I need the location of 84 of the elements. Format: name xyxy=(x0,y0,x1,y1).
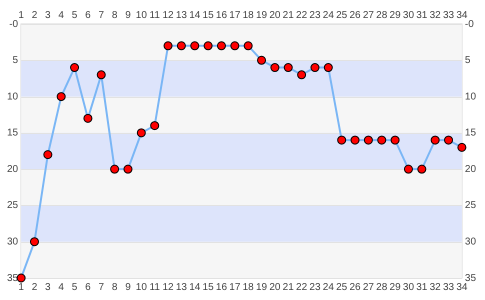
y-tick-label: -0 xyxy=(9,18,19,30)
x-tick-label: 8 xyxy=(112,10,118,21)
x2-tick-label: 10 xyxy=(136,282,148,293)
x-tick-label: 9 xyxy=(125,10,132,21)
x2-tick-label: 15 xyxy=(202,282,214,293)
x-tick-label: 2 xyxy=(32,10,38,21)
x2-tick-label: 25 xyxy=(336,282,348,293)
x2-tick-label: 29 xyxy=(390,282,402,293)
y2-tick-label: -0 xyxy=(464,18,474,30)
x2-tick-label: 6 xyxy=(85,282,92,293)
x2-tick-label: 7 xyxy=(98,282,104,293)
x2-tick-label: 18 xyxy=(242,282,254,293)
x-tick-label: 20 xyxy=(269,10,281,21)
y2-tick-label: 25 xyxy=(464,200,476,212)
x2-tick-label: 19 xyxy=(256,282,268,293)
x-tick-label: 12 xyxy=(162,10,174,21)
x-tick-label: 14 xyxy=(189,10,201,21)
y2-tick-label: 35 xyxy=(464,272,476,284)
x-tick-label: 23 xyxy=(309,10,321,21)
y-tick-label: 10 xyxy=(7,91,19,102)
y2-tick-label: 20 xyxy=(464,164,476,175)
y2-tick-label: 5 xyxy=(464,55,471,66)
x-tick-label: 11 xyxy=(149,10,160,21)
x-tick-label: 21 xyxy=(282,10,294,21)
x-tick-label: 3 xyxy=(45,10,52,21)
y-tick-label: 25 xyxy=(7,200,19,212)
x2-tick-label: 23 xyxy=(309,282,321,293)
x2-tick-label: 5 xyxy=(72,282,78,293)
x2-tick-label: 20 xyxy=(269,282,281,293)
x-tick-label: 34 xyxy=(456,10,468,21)
x2-tick-label: 12 xyxy=(162,282,174,293)
x-tick-label: 15 xyxy=(202,10,214,21)
x2-tick-label: 1 xyxy=(18,282,24,293)
x2-tick-label: 13 xyxy=(176,282,188,293)
x2-tick-label: 9 xyxy=(125,282,132,293)
x-tick-label: 19 xyxy=(256,10,268,21)
y-tick-label: 35 xyxy=(7,272,19,284)
y2-tick-label: 30 xyxy=(464,236,476,248)
x-tick-label: 18 xyxy=(242,10,254,21)
x-tick-label: 5 xyxy=(72,10,78,21)
x-tick-label: 33 xyxy=(442,10,455,21)
x-tick-label: 32 xyxy=(430,10,442,21)
x2-tick-label: 26 xyxy=(349,282,362,293)
x2-tick-label: 17 xyxy=(229,282,241,293)
x2-tick-label: 34 xyxy=(456,282,468,293)
x2-tick-label: 3 xyxy=(45,282,52,293)
x-tick-label: 4 xyxy=(58,10,64,21)
x-tick-label: 28 xyxy=(376,10,388,21)
x2-tick-label: 32 xyxy=(430,282,442,293)
y-tick-label: 30 xyxy=(7,236,19,248)
x2-tick-label: 30 xyxy=(402,282,414,293)
x2-tick-label: 14 xyxy=(189,282,201,293)
y-tick-label: 5 xyxy=(12,55,19,66)
x-tick-label: 30 xyxy=(402,10,414,21)
y2-tick-label: 15 xyxy=(464,128,476,139)
x2-tick-label: 22 xyxy=(296,282,308,293)
x2-tick-label: 16 xyxy=(216,282,228,293)
y2-tick-label: 10 xyxy=(464,91,476,102)
x2-tick-label: 21 xyxy=(282,282,294,293)
x-tick-label: 22 xyxy=(296,10,308,21)
x2-tick-label: 24 xyxy=(322,282,334,293)
x-tick-label: 16 xyxy=(216,10,228,21)
x2-tick-label: 11 xyxy=(149,282,160,293)
y-tick-label: 15 xyxy=(7,128,19,139)
x-tick-label: 29 xyxy=(390,10,402,21)
x-tick-label: 17 xyxy=(229,10,241,21)
x-tick-label: 6 xyxy=(85,10,92,21)
x-tick-label: 10 xyxy=(136,10,148,21)
x-tick-label: 25 xyxy=(336,10,348,21)
x-tick-label: 31 xyxy=(416,10,428,21)
x2-tick-label: 33 xyxy=(442,282,455,293)
x2-tick-label: 8 xyxy=(112,282,118,293)
x-tick-label: 1 xyxy=(18,10,24,21)
x2-tick-label: 31 xyxy=(416,282,428,293)
x-tick-label: 26 xyxy=(349,10,362,21)
x-tick-label: 13 xyxy=(176,10,188,21)
y-tick-label: 20 xyxy=(7,164,19,175)
x-tick-label: 7 xyxy=(98,10,104,21)
x2-tick-label: 28 xyxy=(376,282,388,293)
x2-tick-label: 27 xyxy=(362,282,374,293)
x2-tick-label: 4 xyxy=(58,282,64,293)
x-tick-label: 27 xyxy=(362,10,374,21)
x2-tick-label: 2 xyxy=(32,282,38,293)
x-tick-label: 24 xyxy=(322,10,334,21)
